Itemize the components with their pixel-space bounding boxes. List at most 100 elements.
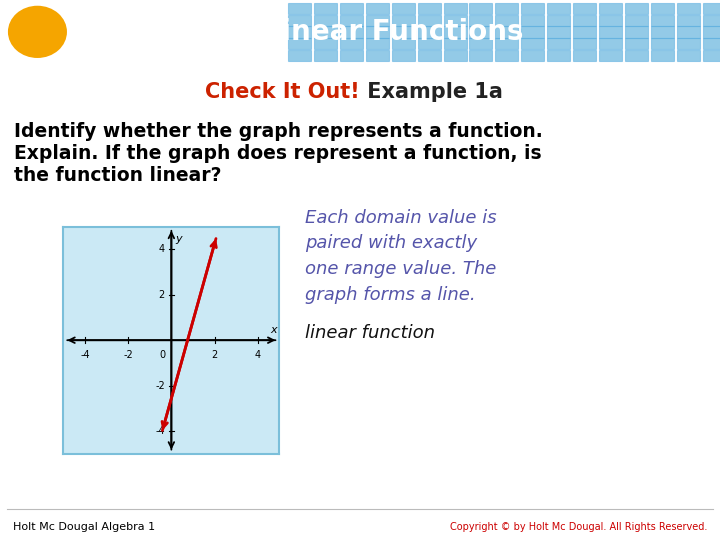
Bar: [366, 50, 389, 61]
Bar: [677, 3, 700, 14]
Bar: [469, 15, 492, 26]
Bar: [573, 15, 596, 26]
Bar: [418, 50, 441, 61]
Bar: [444, 50, 467, 61]
Text: 4: 4: [255, 350, 261, 360]
Bar: [625, 26, 648, 38]
Bar: [651, 3, 674, 14]
Bar: [340, 15, 363, 26]
Bar: [288, 3, 311, 14]
Bar: [469, 26, 492, 38]
Bar: [495, 15, 518, 26]
Bar: [340, 38, 363, 50]
Bar: [547, 15, 570, 26]
Text: Example 1a: Example 1a: [360, 82, 503, 102]
Bar: [651, 50, 674, 61]
Text: Each domain value is
paired with exactly
one range value. The
graph forms a line: Each domain value is paired with exactly…: [305, 209, 497, 304]
Bar: [418, 3, 441, 14]
Bar: [625, 15, 648, 26]
Bar: [521, 15, 544, 26]
Bar: [314, 50, 337, 61]
Bar: [340, 3, 363, 14]
Bar: [677, 26, 700, 38]
Ellipse shape: [8, 6, 67, 58]
Text: 2: 2: [158, 290, 165, 300]
Text: Copyright © by Holt Mc Dougal. All Rights Reserved.: Copyright © by Holt Mc Dougal. All Right…: [450, 522, 707, 532]
Bar: [392, 38, 415, 50]
Bar: [677, 50, 700, 61]
Bar: [703, 3, 720, 14]
Bar: [573, 3, 596, 14]
Bar: [547, 38, 570, 50]
Bar: [495, 26, 518, 38]
Text: the function linear?: the function linear?: [14, 166, 222, 185]
Bar: [651, 15, 674, 26]
Bar: [288, 26, 311, 38]
Bar: [469, 38, 492, 50]
Bar: [599, 38, 622, 50]
Bar: [521, 50, 544, 61]
Bar: [392, 15, 415, 26]
Bar: [288, 50, 311, 61]
Bar: [366, 38, 389, 50]
Text: Identifying Linear Functions: Identifying Linear Functions: [83, 18, 523, 46]
Bar: [703, 38, 720, 50]
Bar: [521, 38, 544, 50]
Bar: [366, 26, 389, 38]
Bar: [418, 26, 441, 38]
Text: Holt Mc Dougal Algebra 1: Holt Mc Dougal Algebra 1: [13, 522, 155, 532]
Text: Check It Out!: Check It Out!: [205, 82, 360, 102]
Bar: [495, 3, 518, 14]
Bar: [314, 26, 337, 38]
Bar: [599, 15, 622, 26]
Bar: [366, 3, 389, 14]
Bar: [625, 38, 648, 50]
Text: -4: -4: [80, 350, 90, 360]
Bar: [444, 15, 467, 26]
Bar: [392, 3, 415, 14]
Text: -2: -2: [123, 350, 133, 360]
Bar: [573, 26, 596, 38]
Bar: [495, 38, 518, 50]
Bar: [677, 15, 700, 26]
Text: 4: 4: [158, 245, 165, 254]
Text: -4: -4: [156, 426, 165, 436]
Bar: [495, 50, 518, 61]
Bar: [366, 15, 389, 26]
Bar: [418, 15, 441, 26]
Bar: [314, 15, 337, 26]
Bar: [547, 26, 570, 38]
Bar: [651, 38, 674, 50]
Bar: [288, 15, 311, 26]
Text: Identify whether the graph represents a function.: Identify whether the graph represents a …: [14, 122, 543, 141]
Bar: [703, 26, 720, 38]
Bar: [418, 38, 441, 50]
Bar: [340, 26, 363, 38]
Bar: [547, 3, 570, 14]
Text: linear function: linear function: [305, 323, 435, 342]
Text: -2: -2: [155, 381, 165, 390]
Bar: [625, 3, 648, 14]
Bar: [599, 50, 622, 61]
Bar: [340, 50, 363, 61]
Bar: [599, 26, 622, 38]
Text: x: x: [271, 325, 277, 334]
Text: Explain. If the graph does represent a function, is: Explain. If the graph does represent a f…: [14, 144, 541, 163]
Text: y: y: [176, 234, 182, 244]
Bar: [314, 3, 337, 14]
Bar: [444, 26, 467, 38]
Bar: [392, 26, 415, 38]
Bar: [444, 3, 467, 14]
Bar: [573, 50, 596, 61]
Bar: [625, 50, 648, 61]
Bar: [677, 38, 700, 50]
Bar: [599, 3, 622, 14]
Text: 0: 0: [160, 350, 166, 360]
Bar: [288, 38, 311, 50]
Bar: [703, 15, 720, 26]
Bar: [469, 3, 492, 14]
Bar: [547, 50, 570, 61]
Bar: [392, 50, 415, 61]
Bar: [703, 50, 720, 61]
Bar: [469, 50, 492, 61]
